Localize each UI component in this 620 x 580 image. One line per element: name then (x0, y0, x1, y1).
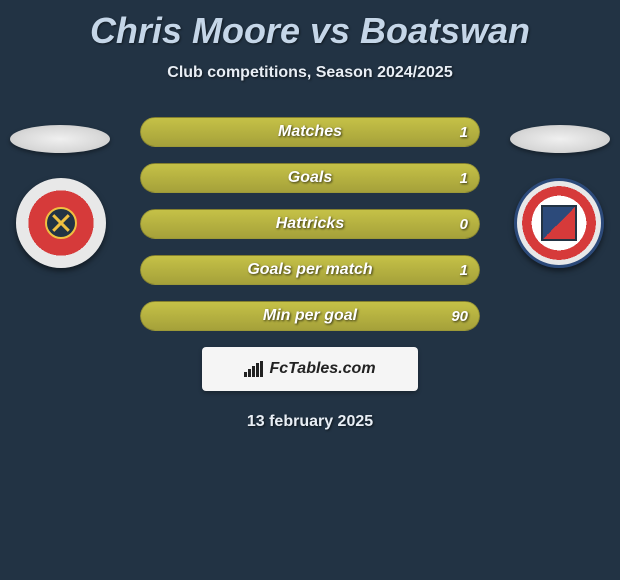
stat-row-mpg: Min per goal 90 (140, 301, 480, 331)
stat-label: Hattricks (140, 209, 480, 239)
stats-container: Matches 1 Goals 1 Hattricks 0 Goals per … (0, 117, 620, 431)
subtitle: Club competitions, Season 2024/2025 (0, 64, 620, 82)
stat-label: Min per goal (140, 301, 480, 331)
stat-value-right: 90 (451, 301, 468, 331)
stat-value-right: 1 (460, 117, 468, 147)
page-title: Chris Moore vs Boatswan (0, 0, 620, 52)
stat-value-right: 0 (460, 209, 468, 239)
stat-row-goals: Goals 1 (140, 163, 480, 193)
watermark: FcTables.com (202, 347, 418, 391)
date: 13 february 2025 (0, 413, 620, 431)
stat-label: Goals (140, 163, 480, 193)
stat-value-right: 1 (460, 255, 468, 285)
watermark-text: FcTables.com (269, 360, 375, 378)
stat-label: Goals per match (140, 255, 480, 285)
stat-row-gpm: Goals per match 1 (140, 255, 480, 285)
stat-row-hattricks: Hattricks 0 (140, 209, 480, 239)
stat-value-right: 1 (460, 163, 468, 193)
chart-icon (244, 361, 263, 377)
stat-row-matches: Matches 1 (140, 117, 480, 147)
stat-label: Matches (140, 117, 480, 147)
